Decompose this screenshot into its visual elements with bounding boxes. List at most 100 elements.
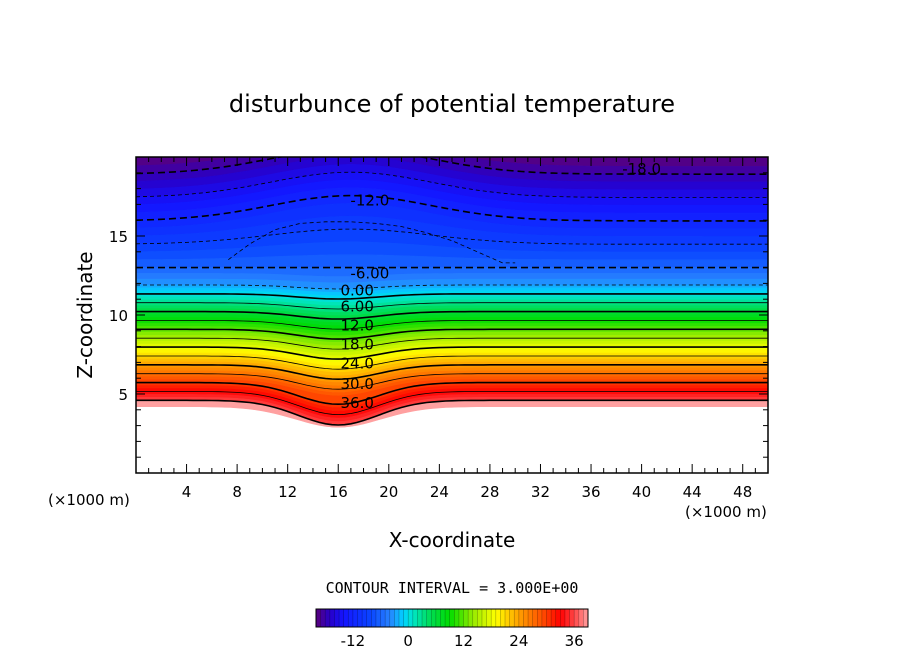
colorbar-segment bbox=[458, 609, 464, 627]
colorbar-frame bbox=[315, 608, 589, 628]
contour-line bbox=[136, 337, 768, 350]
colorbar-segment bbox=[551, 609, 557, 627]
colorbar-tick-label: 12 bbox=[454, 632, 473, 650]
contour-lines bbox=[136, 157, 768, 426]
colorbar-segment bbox=[574, 609, 580, 627]
contour-line bbox=[136, 328, 768, 340]
colorbar-segment bbox=[440, 609, 446, 627]
colorbar-segment bbox=[505, 609, 510, 627]
contour-line bbox=[136, 293, 768, 300]
filled-contour-bands bbox=[136, 157, 768, 428]
colorbar-segment bbox=[546, 609, 552, 627]
colorbar-tick-label: -12 bbox=[341, 632, 366, 650]
colorbar-segment bbox=[316, 609, 321, 627]
colorbar-segment bbox=[339, 609, 344, 627]
contour-label: 6.00 bbox=[340, 298, 373, 316]
x-tick-label: 32 bbox=[531, 483, 550, 501]
contour-interval-text: CONTOUR INTERVAL = 3.000E+00 bbox=[326, 579, 579, 597]
contour-line bbox=[136, 381, 768, 406]
colorbar-segment bbox=[366, 609, 372, 627]
colorbar-segment bbox=[481, 609, 487, 627]
colorbar-segment bbox=[578, 609, 584, 627]
y-axis-ticks: 5 10 15 bbox=[109, 172, 768, 458]
x-axis-ticks: 4 8 12 16 20 24 28 32 36 40 44 48 bbox=[148, 157, 756, 501]
colorbar-segment bbox=[375, 609, 381, 627]
colorbar-segment bbox=[500, 609, 506, 627]
colorbar-segment bbox=[509, 609, 515, 627]
contour-label: 18.0 bbox=[340, 335, 373, 353]
contour-label: -18.0 bbox=[622, 160, 661, 178]
colorbar-segment bbox=[472, 609, 478, 627]
colorbar-segment bbox=[569, 609, 575, 627]
colorbar-segment bbox=[422, 609, 427, 627]
colorbar-segment bbox=[348, 609, 354, 627]
x-tick-label: 16 bbox=[329, 483, 348, 501]
colorbar-segment bbox=[583, 609, 589, 627]
contour-band-warmest bbox=[136, 400, 768, 428]
contour-line bbox=[136, 302, 768, 310]
contour-band bbox=[136, 157, 768, 175]
contour-label: 30.0 bbox=[340, 375, 373, 393]
colorbar-segment bbox=[523, 609, 529, 627]
colorbar-segment bbox=[371, 609, 377, 627]
contour-label: -6.00 bbox=[350, 264, 389, 282]
x-tick-label: 4 bbox=[182, 483, 192, 501]
colorbar-segment bbox=[463, 609, 469, 627]
colorbar-segment bbox=[431, 609, 437, 627]
colorbar-segment bbox=[491, 609, 497, 627]
colorbar-segment bbox=[417, 609, 423, 627]
contour-line bbox=[136, 228, 768, 245]
contour-line-inner bbox=[228, 221, 516, 264]
colorbar-segment bbox=[412, 609, 418, 627]
contour-line bbox=[136, 399, 768, 426]
x-tick-label: 44 bbox=[683, 483, 702, 501]
colorbar-segment bbox=[528, 609, 533, 627]
contour-label: 0.00 bbox=[340, 282, 373, 300]
x-unit-right: (×1000 m) bbox=[685, 503, 767, 521]
colorbar-segment bbox=[325, 609, 331, 627]
colorbar-segment bbox=[560, 609, 566, 627]
colorbar-segment bbox=[532, 609, 538, 627]
colorbar-tick-label: 0 bbox=[403, 632, 413, 650]
y-axis-label: Z-coordinate bbox=[73, 251, 97, 378]
colorbar-segment bbox=[357, 609, 363, 627]
colorbar-segment bbox=[477, 609, 483, 627]
contour-line bbox=[136, 355, 768, 370]
colorbar-segment bbox=[380, 609, 386, 627]
colorbar-segment bbox=[541, 609, 547, 627]
colorbar-segment bbox=[445, 609, 450, 627]
contour-line bbox=[136, 157, 768, 175]
colorbar-segment bbox=[334, 609, 340, 627]
colorbar-segment bbox=[385, 609, 391, 627]
colorbar-segment bbox=[394, 609, 400, 627]
colorbar-segment bbox=[329, 609, 335, 627]
x-unit-left: (×1000 m) bbox=[48, 491, 130, 509]
x-tick-label: 12 bbox=[278, 483, 297, 501]
colorbar-segment bbox=[320, 609, 326, 627]
colorbar-tick-label: 36 bbox=[565, 632, 584, 650]
contour-label: -12.0 bbox=[350, 192, 389, 210]
contour-label: 24.0 bbox=[340, 354, 373, 372]
colorbar-segment bbox=[495, 609, 501, 627]
colorbar-segment bbox=[435, 609, 441, 627]
colorbar-segment bbox=[408, 609, 414, 627]
contour-line bbox=[136, 310, 768, 320]
colorbar-segment bbox=[537, 609, 543, 627]
y-tick-label: 15 bbox=[109, 228, 128, 246]
x-tick-label: 8 bbox=[232, 483, 242, 501]
contour-line bbox=[136, 346, 768, 360]
colorbar-segment bbox=[398, 609, 404, 627]
colorbar-segment bbox=[486, 609, 492, 627]
x-axis-label: X-coordinate bbox=[389, 528, 516, 552]
x-tick-label: 36 bbox=[581, 483, 600, 501]
colorbar-segments bbox=[315, 608, 589, 628]
chart-title: disturbunce of potential temperature bbox=[229, 90, 675, 118]
colorbar-segment bbox=[389, 609, 395, 627]
colorbar-segment bbox=[564, 609, 570, 627]
x-tick-label: 28 bbox=[480, 483, 499, 501]
colorbar-segment bbox=[468, 609, 474, 627]
colorbar-ticks: -12 0 12 24 36 bbox=[341, 632, 584, 650]
contour-line bbox=[136, 320, 768, 330]
